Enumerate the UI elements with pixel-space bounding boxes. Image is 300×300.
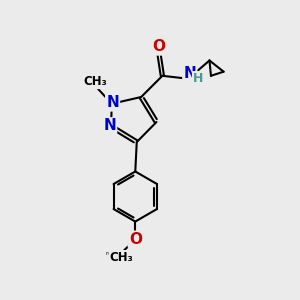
Text: O: O — [152, 39, 165, 54]
Text: CH₃: CH₃ — [83, 75, 107, 88]
Text: CH₃: CH₃ — [110, 251, 133, 264]
Text: N: N — [103, 118, 116, 134]
Text: methoxy: methoxy — [106, 251, 130, 256]
Text: N: N — [106, 95, 119, 110]
Text: O: O — [129, 232, 142, 247]
Text: N: N — [183, 66, 196, 81]
Text: H: H — [193, 72, 203, 85]
